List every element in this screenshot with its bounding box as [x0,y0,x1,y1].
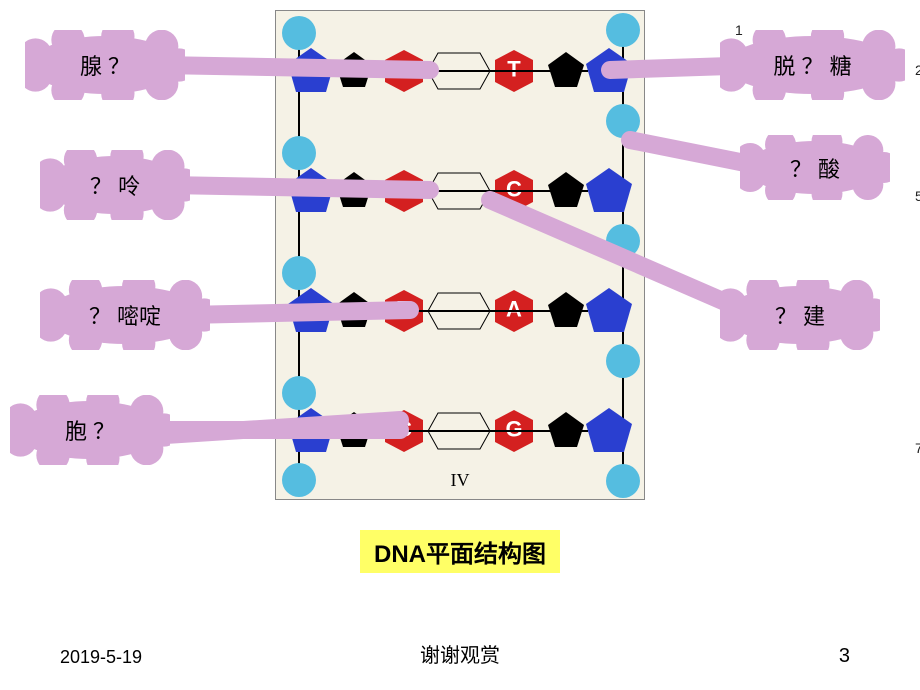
callout-label: 腺 ？ [80,49,130,81]
callout-label: 胞 ？ [65,414,115,446]
callout-label: ？ 酸 [790,152,840,184]
callout-label: ？ 建 [775,299,825,331]
footer-center: 谢谢观赏 [420,639,500,668]
callout-label: 脱 ？ 糖 [773,49,851,81]
callout-label: ？ 呤 [90,169,140,201]
footer-page: 3 [839,645,850,668]
footer-date: 2019-5-19 [60,647,142,668]
diagram-title: DNA平面结构图 [360,530,560,573]
callout-label: ？ 嘧啶 [89,299,161,331]
